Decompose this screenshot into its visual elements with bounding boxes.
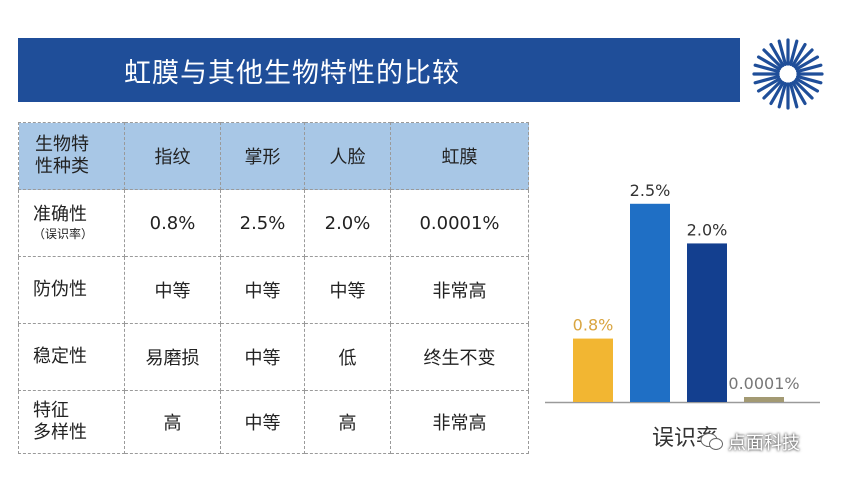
logo-ray: [777, 82, 788, 109]
data-label-1: 2.5%: [630, 181, 671, 200]
table-cell: 低: [304, 323, 391, 391]
table-cell: 中等: [124, 256, 221, 324]
logo-ray: [756, 55, 781, 71]
table-row-diversity: 特征 多样性 高 中等 高 非常高: [18, 390, 529, 454]
data-label-2: 2.0%: [687, 220, 728, 239]
table-cell: 中等: [220, 390, 305, 454]
logo-ray: [753, 63, 780, 74]
table-row-anti-spoofing: 防伪性 中等 中等 中等 非常高: [18, 256, 529, 324]
logo-ray: [796, 63, 823, 74]
bar-0: [573, 338, 613, 402]
table-cell: 中等: [220, 256, 305, 324]
bar-3: [744, 397, 784, 402]
logo-ray: [769, 42, 785, 67]
table-cell: 非常高: [390, 390, 529, 454]
logo-ray: [788, 39, 799, 66]
table-cell: 中等: [304, 256, 391, 324]
header-face: 人脸: [304, 122, 391, 190]
header-category-label: 生物特 性种类: [18, 122, 125, 190]
table-cell: 易磨损: [124, 323, 221, 391]
watermark: 点面科技: [700, 428, 800, 456]
table-cell: 0.8%: [124, 189, 221, 257]
logo-ray: [777, 39, 788, 66]
table-cell: 2.0%: [304, 189, 391, 257]
header-iris: 虹膜: [390, 122, 529, 190]
sunburst-logo-icon: [752, 38, 824, 110]
header-palm: 掌形: [220, 122, 305, 190]
table-cell: 高: [304, 390, 391, 454]
logo-ray: [793, 79, 814, 100]
bar-2: [687, 243, 727, 402]
table-cell: 2.5%: [220, 189, 305, 257]
logo-ray: [769, 81, 785, 106]
table-header-row: 生物特 性种类 指纹 掌形 人脸 虹膜: [18, 122, 529, 190]
header-fingerprint: 指纹: [124, 122, 221, 190]
data-label-0: 0.8%: [573, 316, 614, 335]
logo-ray: [795, 77, 820, 93]
logo-ray: [753, 74, 780, 85]
logo-ray: [795, 55, 820, 71]
logo-ray: [791, 81, 807, 106]
error-rate-bar-chart: 0.8% 2.5% 2.0% 0.0001% 误识率: [540, 140, 840, 480]
logo-ray: [796, 74, 823, 85]
table-row-stability: 稳定性 易磨损 中等 低 终生不变: [18, 323, 529, 391]
logo-ray: [762, 48, 783, 69]
watermark-text: 点面科技: [728, 433, 800, 454]
comparison-table: 生物特 性种类 指纹 掌形 人脸 虹膜 准确性 （误识率） 0.8% 2.5% …: [18, 122, 529, 454]
logo-ray: [762, 79, 783, 100]
row-label: 特征 多样性: [18, 390, 125, 454]
page-title: 虹膜与其他生物特性的比较: [124, 57, 460, 89]
bar-1: [630, 203, 670, 402]
row-label: 稳定性: [18, 323, 125, 391]
data-label-3: 0.0001%: [728, 374, 799, 393]
logo-ray: [793, 48, 814, 69]
table-cell: 非常高: [390, 256, 529, 324]
table-cell: 高: [124, 390, 221, 454]
logo-ray: [791, 42, 807, 67]
logo-ray: [756, 77, 781, 93]
row-label: 防伪性: [18, 256, 125, 324]
wechat-icon: [700, 433, 723, 450]
title-bar: 虹膜与其他生物特性的比较: [18, 38, 740, 102]
row-label: 准确性 （误识率）: [18, 189, 125, 257]
table-cell: 终生不变: [390, 323, 529, 391]
logo-ray: [788, 82, 799, 109]
table-row-accuracy: 准确性 （误识率） 0.8% 2.5% 2.0% 0.0001%: [18, 189, 529, 257]
table-cell: 中等: [220, 323, 305, 391]
table-cell: 0.0001%: [390, 189, 529, 257]
chart-canvas: 0.8%2.5%2.0%0.0001%误识率: [545, 181, 820, 451]
